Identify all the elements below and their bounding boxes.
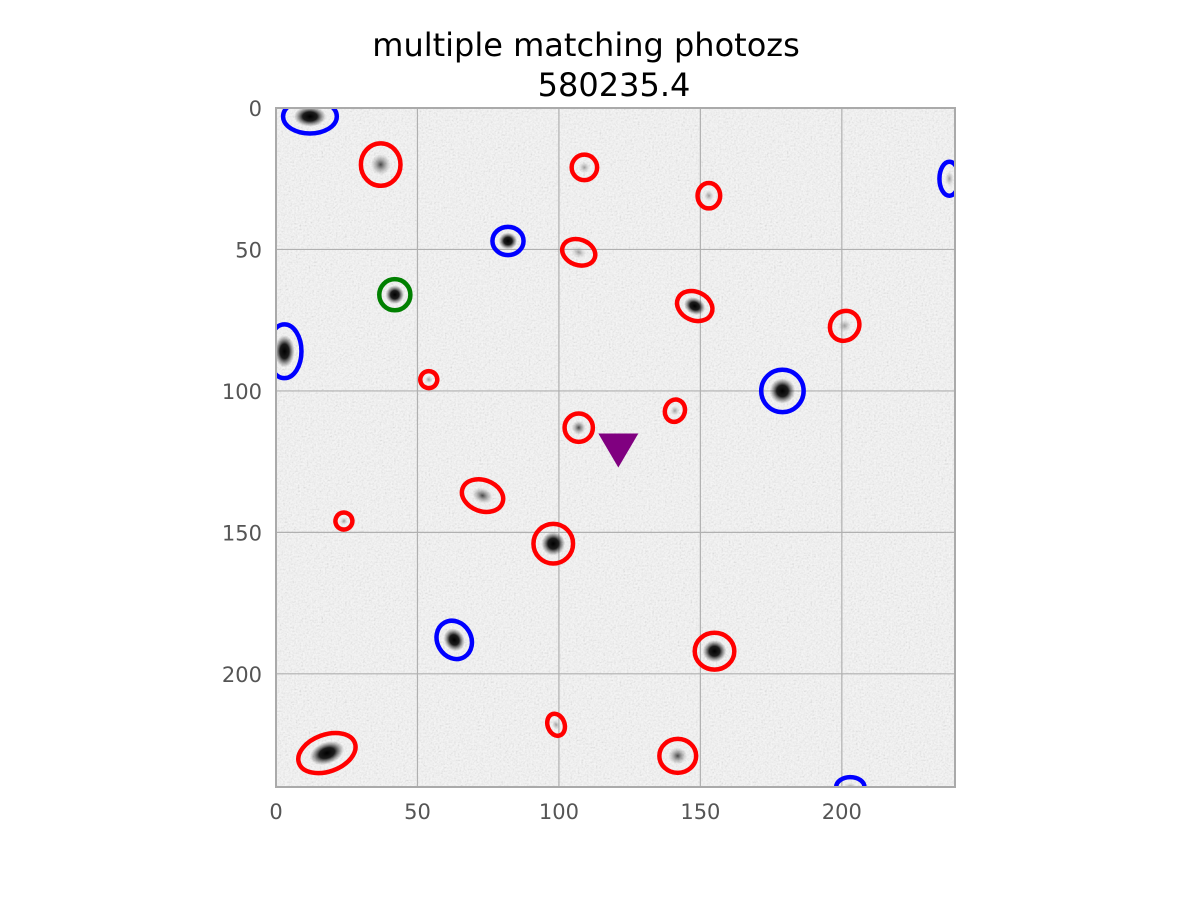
source-blob: [843, 782, 857, 787]
source-blob: [571, 246, 587, 259]
x-axis-ticks: 0 50 100 150 200: [269, 800, 862, 824]
source-blob: [838, 319, 852, 333]
source-blob: [472, 487, 493, 504]
x-tick-label: 50: [404, 800, 431, 824]
source-blob: [276, 335, 295, 368]
y-tick-label: 100: [222, 380, 262, 404]
red-source-ellipse: [562, 411, 596, 445]
source-blob: [424, 375, 433, 384]
axes-frame: [275, 107, 956, 788]
source-blob: [668, 747, 687, 765]
x-tick-label: 150: [680, 800, 720, 824]
red-source-ellipse: [569, 152, 600, 183]
red-source-ellipse: [657, 736, 699, 776]
source-blob: [684, 297, 706, 316]
source-blob: [340, 517, 348, 525]
red-source-ellipse: [544, 711, 568, 739]
source-blob: [293, 108, 327, 127]
red-source-ellipse: [531, 521, 576, 566]
y-tick-label: 0: [249, 97, 262, 121]
image-plot-area: [275, 107, 956, 788]
chart-subtitle: 580235.4: [538, 66, 691, 104]
source-blob: [702, 640, 727, 663]
red-source-ellipse: [559, 236, 598, 268]
source-blob: [385, 285, 405, 305]
red-source-ellipse: [695, 180, 723, 211]
source-blob: [541, 531, 566, 556]
y-tick-label: 150: [222, 521, 262, 545]
source-blobs: [276, 108, 954, 787]
red-source-ellipse: [692, 630, 737, 672]
blue-source-ellipse: [490, 224, 526, 258]
x-tick-label: 0: [269, 800, 282, 824]
source-blob: [498, 232, 518, 250]
red-source-ellipse: [827, 308, 862, 344]
source-blob: [944, 171, 954, 187]
red-source-ellipse: [662, 397, 688, 425]
source-ellipses: [276, 108, 955, 787]
blue-source-ellipse: [276, 322, 304, 381]
red-source-ellipse: [358, 141, 403, 189]
red-source-ellipse: [418, 368, 440, 391]
source-blob: [571, 420, 586, 435]
source-blob: [578, 161, 591, 174]
red-source-ellipse: [296, 730, 358, 776]
blue-source-ellipse: [758, 367, 806, 415]
x-tick-label: 200: [822, 800, 862, 824]
target-marker-layer: [598, 433, 639, 468]
green-source-ellipse: [377, 276, 413, 313]
source-blob: [370, 153, 391, 176]
x-tick-label: 100: [539, 800, 579, 824]
source-blob: [769, 378, 796, 404]
target-triangle-marker: [598, 433, 639, 468]
red-source-ellipse: [333, 510, 355, 532]
y-axis-ticks: 0 50 100 150 200: [222, 97, 262, 687]
source-blob: [552, 719, 561, 730]
source-blob: [670, 405, 680, 416]
chart-title: multiple matching photozs: [372, 26, 799, 64]
red-source-ellipse: [674, 288, 715, 324]
red-source-ellipse: [459, 477, 506, 515]
blue-source-ellipse: [434, 618, 475, 662]
y-tick-label: 200: [222, 663, 262, 687]
source-blob: [703, 189, 714, 202]
blue-source-ellipse: [937, 159, 955, 198]
source-blob: [443, 628, 465, 652]
y-tick-label: 50: [235, 238, 262, 262]
source-blob: [309, 741, 345, 766]
blue-source-ellipse: [280, 108, 340, 136]
